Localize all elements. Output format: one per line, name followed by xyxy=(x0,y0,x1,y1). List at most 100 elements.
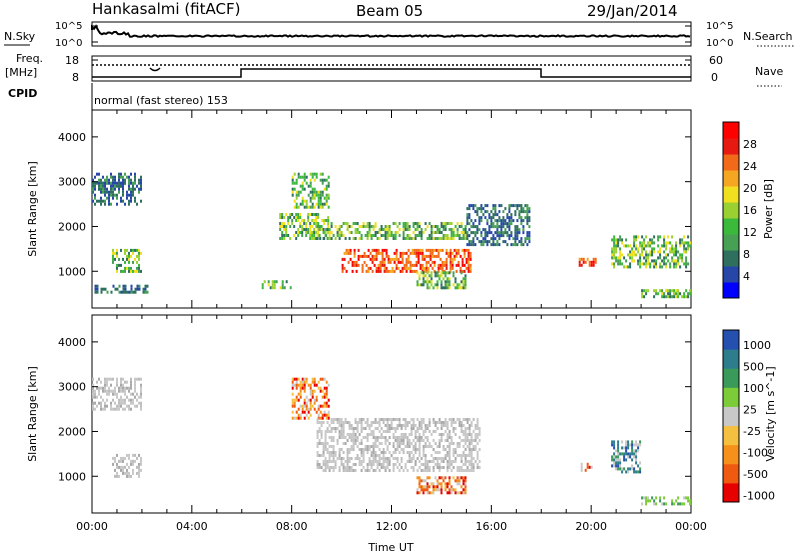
power-echo-cell xyxy=(401,260,404,264)
power-echo-cell xyxy=(316,228,319,231)
power-echo-cell xyxy=(673,289,676,293)
power-echo-cell xyxy=(486,240,489,244)
velocity-echo-cell xyxy=(426,460,429,463)
velocity-echo-cell xyxy=(617,440,620,444)
velocity-echo-cell xyxy=(414,433,417,436)
velocity-echo-cell xyxy=(388,442,391,445)
power-echo-cell xyxy=(496,240,499,244)
velocity-echo-cell xyxy=(428,445,431,448)
power-echo-cell xyxy=(380,228,383,231)
power-echo-cell xyxy=(118,184,120,188)
velocity-echo-cell xyxy=(362,457,365,460)
power-echo-cell xyxy=(667,235,670,239)
velocity-echo-cell xyxy=(299,392,302,396)
velocity-echo-cell xyxy=(332,457,335,460)
velocity-echo-cell xyxy=(476,451,479,454)
power-echo-cell xyxy=(467,254,470,258)
power-echo-cell xyxy=(374,222,377,225)
velocity-echo-cell xyxy=(446,482,449,486)
velocity-echo-cell xyxy=(326,460,329,463)
velocity-echo-cell xyxy=(454,448,457,451)
power-echo-cell xyxy=(118,181,120,185)
velocity-echo-cell xyxy=(316,466,319,469)
power-echo-cell xyxy=(464,237,467,240)
power-echo-cell xyxy=(425,263,428,267)
velocity-echo-cell xyxy=(615,449,618,453)
power-echo-cell xyxy=(110,193,112,197)
velocity-echo-cell xyxy=(424,427,427,430)
velocity-echo-cell xyxy=(404,445,407,448)
velocity-echo-cell xyxy=(416,427,419,430)
velocity-echo-cell xyxy=(354,439,357,442)
power-echo-cell xyxy=(385,269,388,273)
velocity-echo-cell xyxy=(332,454,335,457)
power-echo-cell xyxy=(645,265,648,269)
power-echo-cell xyxy=(98,184,100,188)
velocity-echo-cell xyxy=(118,465,120,469)
power-echo-cell xyxy=(409,260,412,264)
velocity-echo-cell xyxy=(617,446,620,450)
velocity-echo-cell xyxy=(416,476,419,480)
velocity-echo-cell xyxy=(414,460,417,463)
velocity-echo-cell xyxy=(454,460,457,463)
velocity-echo-cell xyxy=(311,380,314,384)
power-echo-cell xyxy=(416,271,419,275)
velocity-echo-cell xyxy=(580,465,583,469)
velocity-y-axis-label: Slant Range [km] xyxy=(26,366,39,462)
power-echo-cell xyxy=(357,263,360,267)
power-echo-cell xyxy=(315,202,318,206)
time-axis-label: Time UT xyxy=(367,541,413,554)
power-echo-cell xyxy=(490,237,493,241)
power-echo-cell xyxy=(104,193,106,197)
velocity-echo-cell xyxy=(374,418,377,421)
power-echo-cell xyxy=(138,266,140,270)
velocity-echo-cell xyxy=(430,460,433,463)
power-echo-cell xyxy=(399,260,402,264)
velocity-echo-cell xyxy=(352,448,355,451)
velocity-echo-cell xyxy=(386,418,389,421)
power-echo-cell xyxy=(112,190,114,194)
power-echo-cell xyxy=(582,257,585,261)
velocity-echo-cell xyxy=(629,455,632,459)
power-echo-cell xyxy=(520,207,523,211)
power-echo-cell xyxy=(426,280,429,284)
velocity-echo-cell xyxy=(689,499,692,503)
power-echo-cell xyxy=(504,228,507,232)
velocity-echo-cell xyxy=(140,392,142,396)
velocity-echo-cell xyxy=(384,430,387,433)
velocity-echo-cell xyxy=(319,377,322,381)
velocity-echo-cell xyxy=(454,451,457,454)
power-echo-cell xyxy=(94,290,97,294)
velocity-echo-cell xyxy=(114,459,116,463)
power-echo-cell xyxy=(319,196,322,200)
velocity-echo-cell xyxy=(332,451,335,454)
power-echo-cell xyxy=(315,225,318,228)
velocity-echo-cell xyxy=(428,424,431,427)
power-echo-cell xyxy=(317,193,320,197)
velocity-echo-cell xyxy=(466,469,469,472)
velocity-echo-cell xyxy=(454,421,457,424)
velocity-echo-cell xyxy=(410,451,413,454)
velocity-echo-cell xyxy=(332,460,335,463)
power-echo-cell xyxy=(520,210,523,214)
velocity-colorbar-segment xyxy=(723,463,739,484)
power-echo-cell xyxy=(140,178,142,182)
velocity-echo-cell xyxy=(332,466,335,469)
power-echo-cell xyxy=(617,256,620,260)
power-echo-cell xyxy=(336,231,339,234)
power-echo-cell xyxy=(315,222,318,225)
power-echo-cell xyxy=(94,196,96,200)
power-echo-cell xyxy=(492,225,495,229)
velocity-echo-cell xyxy=(454,488,457,492)
power-echo-cell xyxy=(357,254,360,258)
power-echo-cell xyxy=(421,266,424,270)
velocity-echo-cell xyxy=(132,471,134,475)
power-echo-cell xyxy=(354,222,357,225)
power-echo-cell xyxy=(429,263,432,267)
velocity-echo-cell xyxy=(344,421,347,424)
power-echo-cell xyxy=(120,184,122,188)
power-echo-cell xyxy=(417,260,420,264)
power-echo-cell xyxy=(303,172,306,176)
velocity-echo-cell xyxy=(386,439,389,442)
velocity-echo-cell xyxy=(617,464,620,468)
